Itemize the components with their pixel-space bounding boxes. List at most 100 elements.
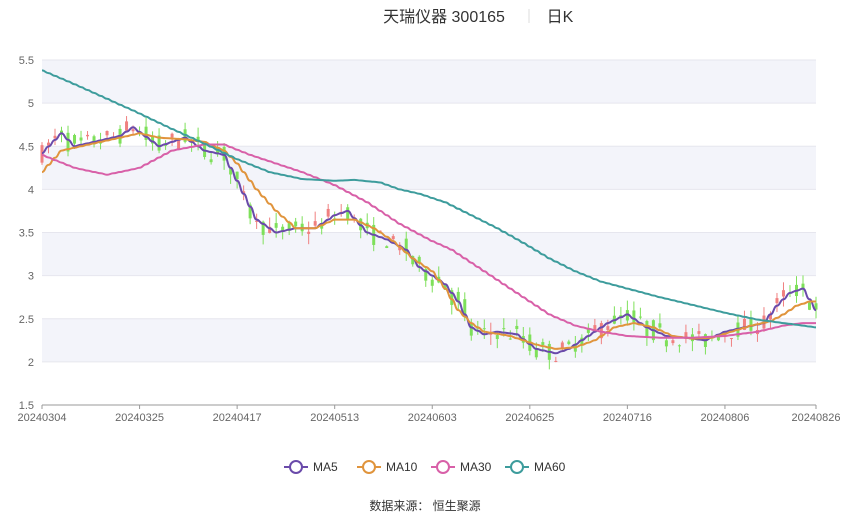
candle-body [554, 360, 558, 362]
plot-background [42, 60, 816, 362]
candle-body [716, 336, 720, 341]
y-tick-label: 4 [28, 184, 34, 196]
candle-body [125, 121, 129, 131]
candle-body [47, 142, 51, 146]
data-source: 数据来源： 恒生聚源 [369, 498, 480, 513]
candle-body [580, 337, 584, 346]
y-tick-label: 2 [28, 357, 34, 369]
candle-body [684, 332, 688, 339]
candle-body [593, 325, 597, 331]
candle-body [281, 226, 285, 232]
ma-line-ma30 [41, 143, 816, 339]
candle-body [606, 326, 610, 330]
moving-average-lines [41, 69, 817, 355]
candle-body [261, 221, 265, 235]
candle-body [508, 338, 512, 340]
candle-body [66, 132, 70, 152]
period-label: 日K [547, 9, 574, 26]
legend-label: MA5 [313, 460, 338, 474]
candle-body [560, 342, 564, 349]
candle-body [385, 246, 389, 248]
candle-body [268, 226, 272, 234]
candle-body [196, 136, 200, 141]
candle-body [294, 221, 298, 227]
legend-marker [289, 460, 303, 474]
candle-body [502, 328, 506, 330]
candle-body [53, 135, 57, 139]
y-tick-label: 5.5 [19, 55, 34, 67]
candle-body [801, 283, 805, 289]
y-axis: 5.5 5 4.5 4 3.5 3 2.5 2 1.5 [19, 55, 34, 412]
candle-body [664, 340, 668, 347]
x-tick-label: 20240603 [408, 412, 457, 424]
candle-body [781, 290, 785, 297]
candle-body [541, 342, 545, 345]
candle-body [645, 321, 649, 337]
candle-body [463, 299, 467, 316]
plot-band [42, 146, 816, 190]
candle-body [677, 345, 681, 347]
candle-body [229, 168, 233, 175]
y-tick-label: 5 [28, 98, 34, 110]
candle-body [79, 137, 83, 141]
candle-body [671, 340, 675, 344]
candle-body [209, 159, 213, 163]
candle-body [807, 302, 811, 310]
candle-body [404, 238, 408, 253]
candle-body [274, 223, 278, 228]
candle-body [742, 318, 746, 330]
candle-body [157, 135, 161, 151]
candle-body [287, 223, 291, 231]
legend-label: MA30 [460, 460, 492, 474]
candle-body [450, 290, 454, 305]
candle-body [586, 329, 590, 333]
candle-body [313, 221, 317, 226]
candle-body [749, 317, 753, 331]
candle-body [326, 208, 330, 217]
legend-item-ma5[interactable]: MA5 [284, 460, 338, 474]
x-tick-label: 20240826 [792, 412, 841, 424]
legend-item-ma60[interactable]: MA60 [505, 460, 566, 474]
x-tick-label: 20240304 [18, 412, 67, 424]
legend-marker [362, 460, 376, 474]
candle-body [456, 291, 460, 301]
candle-body [443, 283, 447, 290]
y-tick-label: 3.5 [19, 228, 34, 240]
gridlines [42, 59, 816, 406]
candle-body [482, 328, 486, 330]
candle-body [248, 204, 252, 219]
candle-body [658, 323, 662, 328]
candle-body [411, 256, 415, 265]
candle-body [768, 313, 772, 320]
candle-body [346, 207, 350, 219]
legend-marker [436, 460, 450, 474]
y-tick-label: 4.5 [19, 141, 34, 153]
candle-body [170, 133, 174, 138]
x-tick-label: 20240325 [115, 412, 164, 424]
candle-body [242, 191, 246, 194]
candle-body [216, 148, 220, 155]
legend-item-ma30[interactable]: MA30 [431, 460, 492, 474]
chart-title: 天瑞仪器 300165 [383, 8, 505, 26]
candle-body [255, 220, 259, 222]
x-tick-label: 20240417 [213, 412, 262, 424]
legend-item-ma10[interactable]: MA10 [357, 460, 418, 474]
candle-body [99, 142, 103, 144]
candle-body [534, 348, 538, 358]
candle-body [567, 341, 571, 345]
candle-body [632, 310, 636, 323]
candle-body [151, 136, 155, 144]
ma-line-ma60 [41, 69, 817, 329]
candle-body [378, 230, 382, 232]
candle-body [430, 279, 434, 286]
y-tick-label: 1.5 [19, 400, 34, 412]
x-tick-label: 20240806 [700, 412, 749, 424]
candle-body [469, 323, 473, 336]
y-tick-label: 3 [28, 271, 34, 283]
candle-body [92, 136, 96, 145]
candle-body [495, 335, 499, 340]
plot-band [42, 60, 816, 104]
candle-body [105, 130, 109, 136]
candle-body [73, 135, 77, 144]
